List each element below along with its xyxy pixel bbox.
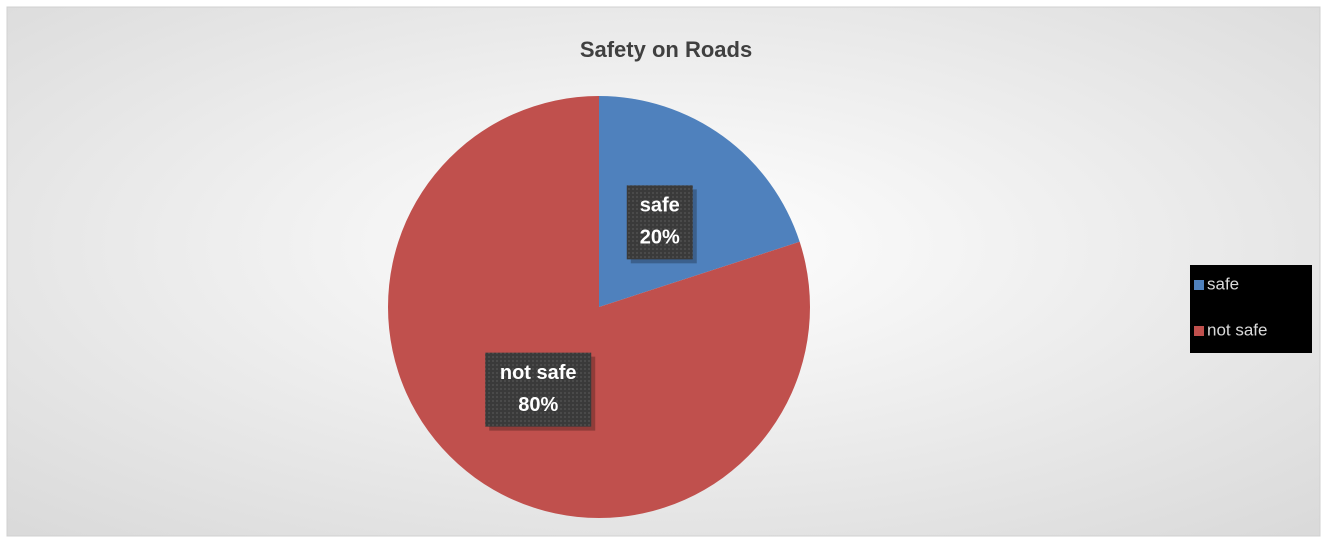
data-label-category: not safe (500, 362, 577, 384)
data-label-box (626, 185, 693, 260)
data-label-box (485, 352, 592, 427)
legend-swatch (1194, 280, 1204, 290)
legend-box (1190, 265, 1312, 353)
data-label-value: 20% (640, 227, 680, 249)
chart-title: Safety on Roads (580, 37, 752, 62)
legend-swatch (1194, 326, 1204, 336)
data-label-category: safe (640, 195, 680, 217)
legend-label: safe (1207, 274, 1239, 293)
legend-label: not safe (1207, 320, 1268, 339)
data-label-value: 80% (518, 394, 558, 416)
